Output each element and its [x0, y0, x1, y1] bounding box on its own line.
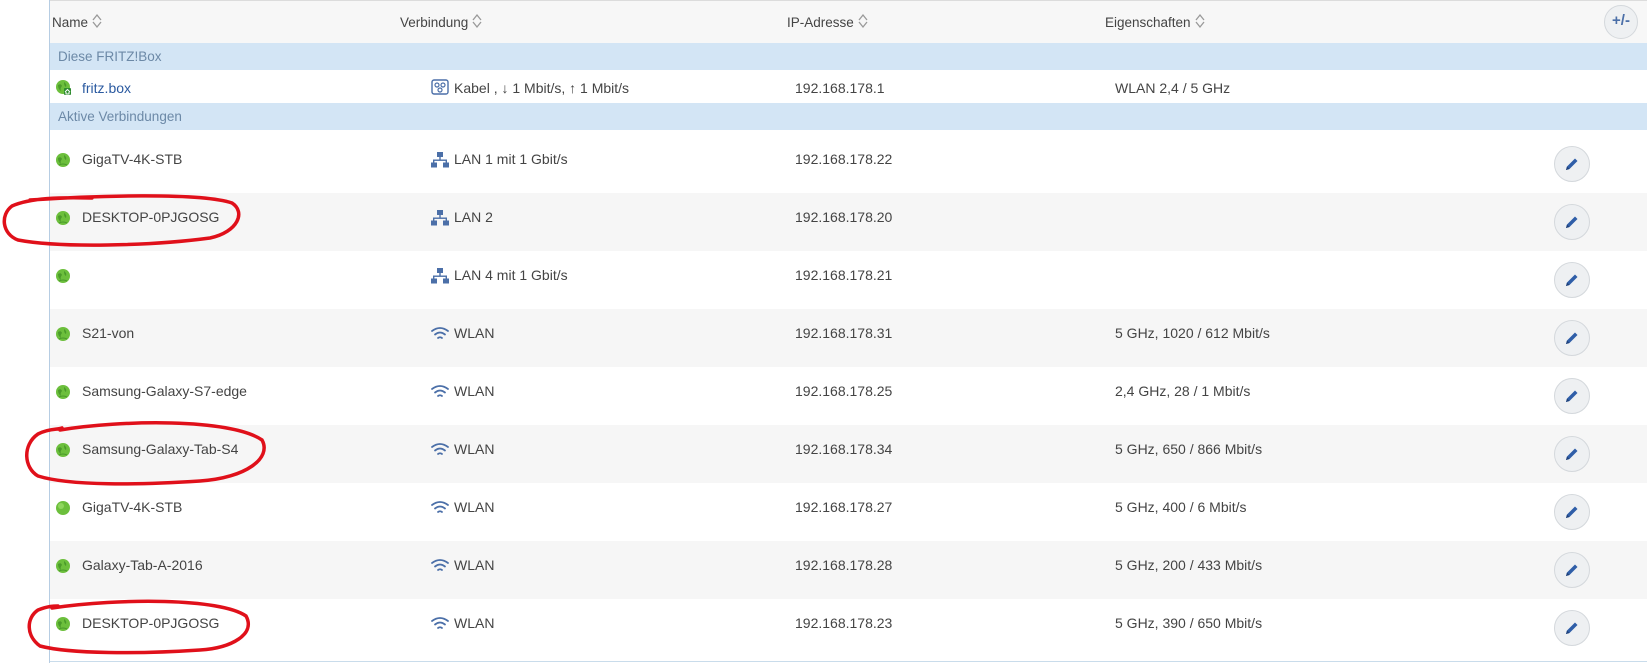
wifi-icon: [431, 501, 449, 513]
connection-text: LAN 2: [454, 209, 493, 225]
connection-text: WLAN: [454, 441, 495, 457]
ip-address: 192.168.178.1: [795, 80, 885, 96]
ip-address: 192.168.178.22: [795, 151, 893, 167]
edit-button[interactable]: [1554, 262, 1590, 298]
table-row: DESKTOP-0PJGOSG LAN 2 192.168.178.20: [50, 193, 1647, 251]
sort-icon[interactable]: [92, 13, 102, 29]
properties-text: 5 GHz, 200 / 433 Mbit/s: [1115, 557, 1263, 573]
group-header-this-fritzbox: Diese FRITZ!Box: [50, 43, 1647, 70]
column-header-ip[interactable]: IP-Adresse: [787, 13, 868, 30]
table-frame: [49, 0, 1647, 663]
column-header-connection[interactable]: Verbindung: [400, 13, 482, 30]
wifi-icon: [431, 327, 449, 339]
table-row: GigaTV-4K-STB LAN 1 mit 1 Gbit/s 192.168.1…: [50, 135, 1647, 193]
online-dot-icon: [56, 501, 70, 515]
ip-address: 192.168.178.31: [795, 325, 893, 341]
device-name: DESKTOP-0PJGOSG: [82, 615, 220, 631]
connection-text: WLAN: [454, 615, 495, 631]
lan-icon: [431, 268, 449, 284]
edit-button[interactable]: [1554, 204, 1590, 240]
globe-icon: [56, 617, 70, 631]
properties-text: WLAN 2,4 / 5 GHz: [1115, 80, 1231, 96]
connection-text: Kabel , ↓ 1 Mbit/s, ↑ 1 Mbit/s: [454, 80, 630, 96]
globe-icon: [56, 269, 70, 283]
lan-icon: [431, 152, 449, 168]
connection-text: WLAN: [454, 325, 495, 341]
ip-address: 192.168.178.23: [795, 615, 893, 631]
connection-text: WLAN: [454, 383, 495, 399]
table-bottom-border: [50, 661, 1647, 662]
wifi-icon: [431, 385, 449, 397]
ip-address: 192.168.178.25: [795, 383, 893, 399]
group-header-active-connections: Aktive Verbindungen: [50, 103, 1647, 130]
column-header-name[interactable]: Name: [52, 13, 102, 30]
device-name: S21-von: [82, 325, 135, 341]
edit-button[interactable]: [1554, 378, 1590, 414]
globe-icon: [56, 559, 70, 573]
edit-button[interactable]: [1554, 146, 1590, 182]
table-row: DESKTOP-0PJGOSG WLAN 192.168.178.23 5 GHz, …: [50, 599, 1647, 657]
table-header: Name Verbindung IP-Adresse Eigenschaften: [50, 0, 1647, 44]
properties-text: 5 GHz, 390 / 650 Mbit/s: [1115, 615, 1263, 631]
globe-icon: [56, 443, 70, 457]
table-row-fritzbox: fritz.box Kabel , ↓ 1 Mbit/s, ↑ 1 Mbit/s…: [50, 71, 1647, 101]
connection-text: LAN 4 mit 1 Gbit/s: [454, 267, 568, 283]
sort-icon[interactable]: [1195, 13, 1205, 29]
wifi-icon: [431, 559, 449, 571]
edit-button[interactable]: [1554, 436, 1590, 472]
table-row: Samsung-Galaxy-S7-edge WLAN 192.168.178.25…: [50, 367, 1647, 425]
edit-button[interactable]: [1554, 320, 1590, 356]
globe-icon: [56, 211, 70, 225]
globe-icon: [56, 153, 70, 167]
connection-text: LAN 1 mit 1 Gbit/s: [454, 151, 568, 167]
edit-button[interactable]: [1554, 494, 1590, 530]
table-row: LAN 4 mit 1 Gbit/s 192.168.178.21: [50, 251, 1647, 309]
table-row: GigaTV-4K-STB WLAN 192.168.178.27 5 GHz, 40…: [50, 483, 1647, 541]
properties-text: 5 GHz, 650 / 866 Mbit/s: [1115, 441, 1263, 457]
table-row: S21-von WLAN 192.168.178.31 5 GHz, 1020 / 6…: [50, 309, 1647, 367]
ip-address: 192.168.178.21: [795, 267, 893, 283]
properties-text: 5 GHz, 1020 / 612 Mbit/s: [1115, 325, 1270, 341]
ip-address: 192.168.178.20: [795, 209, 893, 225]
home-network-icon: [56, 80, 71, 95]
fritzbox-link[interactable]: fritz.box: [82, 80, 132, 96]
connection-text: WLAN: [454, 499, 495, 515]
device-name: Samsung-Galaxy-S7-edge: [82, 383, 247, 399]
ip-address: 192.168.178.27: [795, 499, 893, 515]
device-name: Galaxy-Tab-A-2016: [82, 557, 203, 573]
sort-icon[interactable]: [472, 13, 482, 29]
ip-address: 192.168.178.34: [795, 441, 893, 457]
connection-text: WLAN: [454, 557, 495, 573]
ip-address: 192.168.178.28: [795, 557, 893, 573]
column-header-properties[interactable]: Eigenschaften: [1105, 13, 1205, 30]
device-name: GigaTV-4K-STB: [82, 151, 183, 167]
lan-icon: [431, 210, 449, 226]
add-remove-columns-button[interactable]: +/-: [1604, 5, 1638, 39]
globe-icon: [56, 385, 70, 399]
properties-text: 5 GHz, 400 / 6 Mbit/s: [1115, 499, 1247, 515]
wifi-icon: [431, 617, 449, 629]
table-row: Galaxy-Tab-A-2016 WLAN 192.168.178.28 5 GHz…: [50, 541, 1647, 599]
device-name: Samsung-Galaxy-Tab-S4: [82, 441, 239, 457]
sort-icon[interactable]: [858, 13, 868, 29]
properties-text: 2,4 GHz, 28 / 1 Mbit/s: [1115, 383, 1251, 399]
wifi-icon: [431, 443, 449, 455]
plus-minus-icon: +/-: [1612, 12, 1630, 29]
device-name: GigaTV-4K-STB: [82, 499, 183, 515]
edit-button[interactable]: [1554, 552, 1590, 588]
table-row: Samsung-Galaxy-Tab-S4 WLAN 192.168.178.34 5…: [50, 425, 1647, 483]
globe-icon: [56, 327, 70, 341]
cable-icon: [431, 79, 449, 95]
edit-button[interactable]: [1554, 610, 1590, 646]
device-name: DESKTOP-0PJGOSG: [82, 209, 220, 225]
